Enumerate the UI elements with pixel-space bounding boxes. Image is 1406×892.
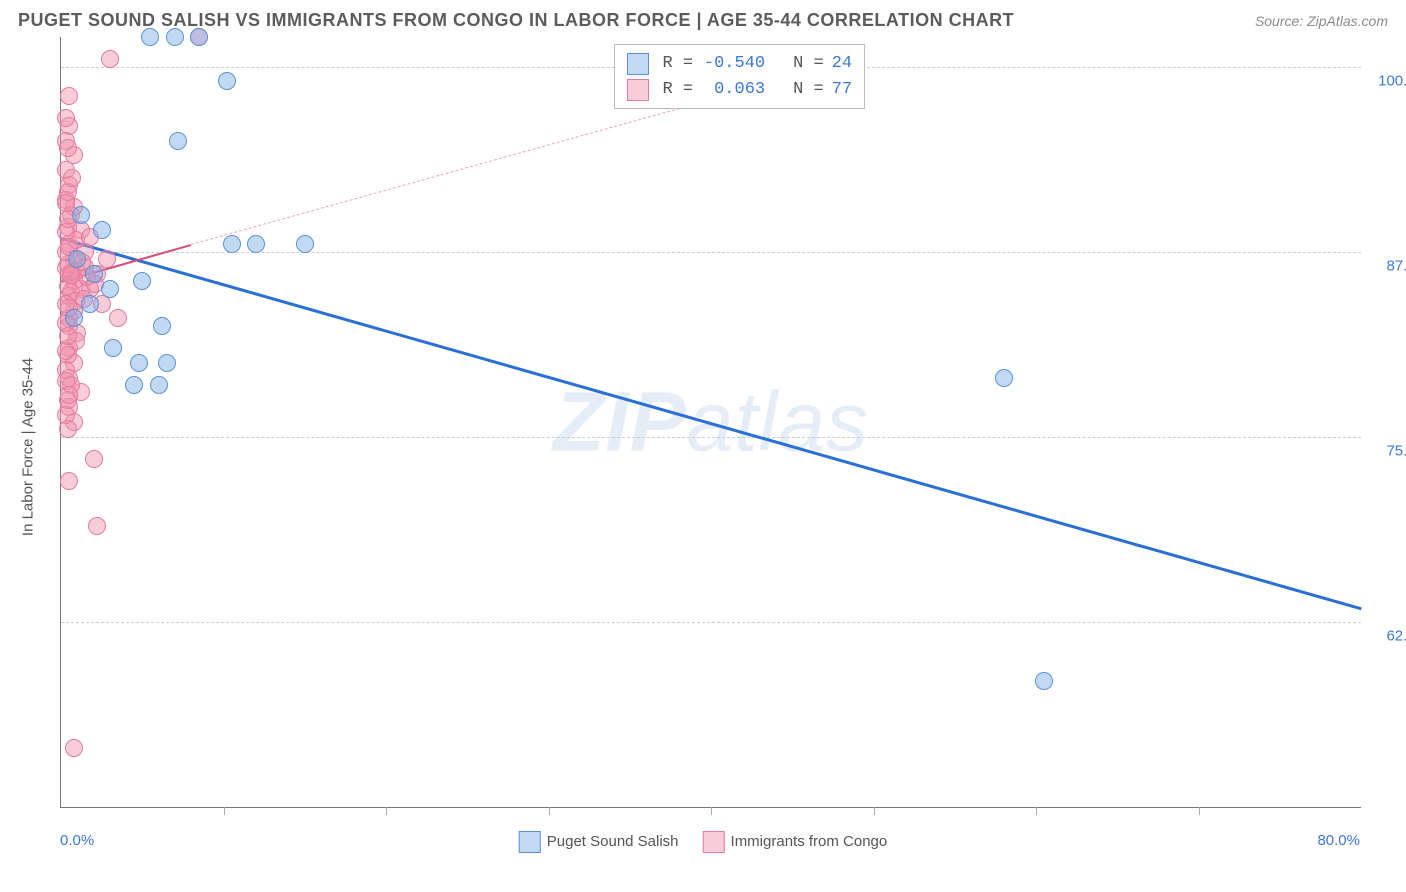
data-point (59, 420, 77, 438)
data-point (72, 206, 90, 224)
data-point (101, 280, 119, 298)
x-axis-max-label: 80.0% (1317, 832, 1360, 849)
data-point (62, 266, 80, 284)
watermark-bold: ZIP (553, 375, 687, 469)
n-value: 24 (832, 51, 852, 77)
legend-swatch (627, 53, 649, 75)
correlation-legend: R = -0.540 N = 24 R = 0.063 N = 77 (614, 44, 866, 109)
data-point (60, 87, 78, 105)
data-point (218, 72, 236, 90)
data-point (223, 235, 241, 253)
data-point (247, 235, 265, 253)
data-point (98, 250, 116, 268)
data-point (81, 295, 99, 313)
data-point (153, 317, 171, 335)
legend-label: Immigrants from Congo (731, 833, 888, 850)
scatter-chart: In Labor Force | Age 35-44 ZIPatlas 62.5… (18, 37, 1388, 857)
x-tick (711, 807, 712, 815)
data-point (59, 139, 77, 157)
y-axis-label: In Labor Force | Age 35-44 (20, 358, 37, 536)
x-tick (1199, 807, 1200, 815)
data-point (88, 517, 106, 535)
data-point (296, 235, 314, 253)
series-legend: Puget Sound Salish Immigrants from Congo (519, 831, 887, 853)
legend-swatch (627, 79, 649, 101)
r-value: -0.540 (701, 51, 765, 77)
r-label: R = (663, 51, 694, 77)
x-tick (549, 807, 550, 815)
watermark-thin: atlas (687, 375, 869, 469)
legend-swatch (519, 831, 541, 853)
x-tick (874, 807, 875, 815)
data-point (125, 376, 143, 394)
data-point (60, 472, 78, 490)
source-attribution: Source: ZipAtlas.com (1255, 13, 1388, 29)
data-point (57, 109, 75, 127)
correlation-row: R = -0.540 N = 24 (627, 51, 853, 77)
correlation-row: R = 0.063 N = 77 (627, 77, 853, 103)
r-value: 0.063 (701, 77, 765, 103)
trend-line (61, 237, 1362, 610)
data-point (60, 386, 78, 404)
data-point (130, 354, 148, 372)
n-value: 77 (832, 77, 852, 103)
gridline (61, 622, 1361, 623)
legend-item: Puget Sound Salish (519, 831, 679, 853)
data-point (101, 50, 119, 68)
data-point (93, 221, 111, 239)
data-point (65, 739, 83, 757)
data-point (85, 450, 103, 468)
data-point (68, 250, 86, 268)
data-point (158, 354, 176, 372)
r-label: R = (663, 77, 694, 103)
data-point (141, 28, 159, 46)
data-point (995, 369, 1013, 387)
y-tick-label: 62.5% (1369, 627, 1406, 644)
plot-area: ZIPatlas 62.5%75.0%87.5%100.0%R =-0.540N… (60, 37, 1361, 808)
data-point (104, 339, 122, 357)
x-tick (224, 807, 225, 815)
gridline (61, 437, 1361, 438)
legend-swatch (703, 831, 725, 853)
x-tick (1036, 807, 1037, 815)
data-point (150, 376, 168, 394)
data-point (169, 132, 187, 150)
x-axis-min-label: 0.0% (60, 832, 94, 849)
y-tick-label: 87.5% (1369, 257, 1406, 274)
n-label: N = (793, 51, 824, 77)
n-label: N = (793, 77, 824, 103)
legend-label: Puget Sound Salish (547, 833, 679, 850)
data-point (190, 28, 208, 46)
data-point (59, 327, 77, 345)
x-tick (386, 807, 387, 815)
legend-item: Immigrants from Congo (703, 831, 888, 853)
y-tick-label: 100.0% (1369, 72, 1406, 89)
data-point (63, 169, 81, 187)
data-point (85, 265, 103, 283)
data-point (166, 28, 184, 46)
data-point (133, 272, 151, 290)
data-point (1035, 672, 1053, 690)
data-point (109, 309, 127, 327)
data-point (65, 309, 83, 327)
y-tick-label: 75.0% (1369, 442, 1406, 459)
chart-title: PUGET SOUND SALISH VS IMMIGRANTS FROM CO… (18, 10, 1014, 31)
